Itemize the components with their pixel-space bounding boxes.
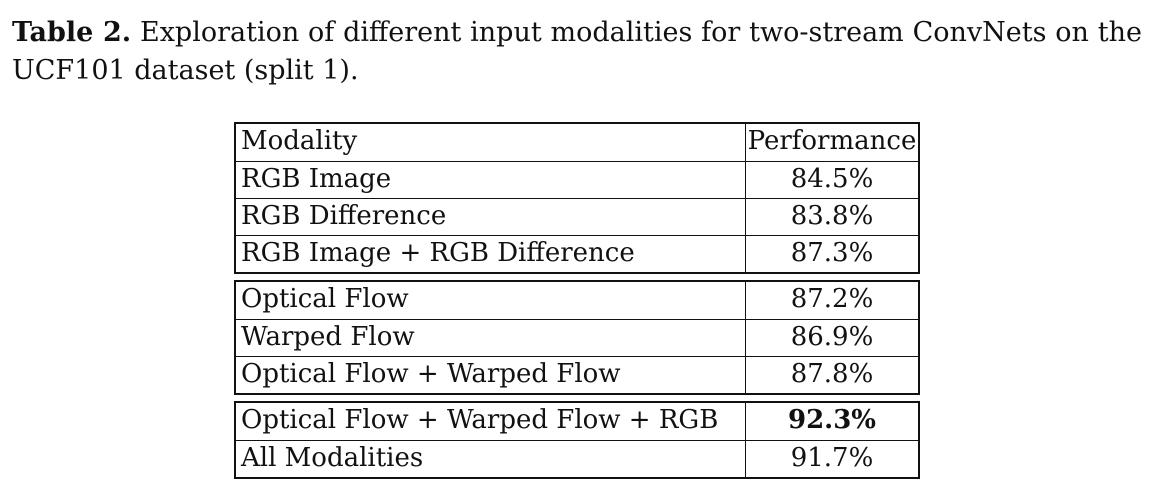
header-modality: Modality xyxy=(236,124,746,161)
header-performance: Performance xyxy=(747,126,917,156)
results-table: Modality Performance RGB Image 84.5% RGB… xyxy=(234,122,920,479)
table-row: RGB Image + RGB Difference 87.3% xyxy=(236,235,918,272)
modality-cell: RGB Image xyxy=(236,162,746,198)
table-row: Optical Flow 87.2% xyxy=(236,282,918,319)
performance-cell: 84.5% xyxy=(790,164,874,194)
performance-cell: 87.3% xyxy=(790,238,874,268)
table-row: Warped Flow 86.9% xyxy=(236,319,918,356)
performance-cell: 87.8% xyxy=(790,359,874,389)
table-row: Optical Flow + Warped Flow 87.8% xyxy=(236,356,918,393)
performance-cell: 83.8% xyxy=(790,201,874,231)
best-performance-cell: 92.3% xyxy=(787,405,877,435)
modality-cell: Optical Flow xyxy=(236,282,746,319)
table-caption: Table 2. Exploration of different input … xyxy=(12,14,1142,90)
table-header-row: Modality Performance xyxy=(236,124,918,161)
performance-cell: 87.2% xyxy=(790,284,874,314)
performance-cell: 91.7% xyxy=(790,443,874,473)
table-block-flow: Optical Flow 87.2% Warped Flow 86.9% Opt… xyxy=(234,280,920,395)
modality-cell: Optical Flow + Warped Flow xyxy=(236,357,746,393)
modality-cell: All Modalities xyxy=(236,441,746,477)
table-block-combined: Optical Flow + Warped Flow + RGB 92.3% A… xyxy=(234,401,920,479)
modality-cell: RGB Difference xyxy=(236,199,746,235)
performance-cell: 86.9% xyxy=(790,322,874,352)
modality-cell: Optical Flow + Warped Flow + RGB xyxy=(236,403,746,440)
modality-cell: Warped Flow xyxy=(236,320,746,356)
table-row: All Modalities 91.7% xyxy=(236,440,918,477)
modality-cell: RGB Image + RGB Difference xyxy=(236,236,746,272)
table-row: RGB Difference 83.8% xyxy=(236,198,918,235)
table-row: RGB Image 84.5% xyxy=(236,161,918,198)
table-row: Optical Flow + Warped Flow + RGB 92.3% xyxy=(236,403,918,440)
caption-label: Table 2. xyxy=(12,17,132,48)
table-block-rgb: Modality Performance RGB Image 84.5% RGB… xyxy=(234,122,920,274)
caption-text: Exploration of different input modalitie… xyxy=(12,17,1142,86)
